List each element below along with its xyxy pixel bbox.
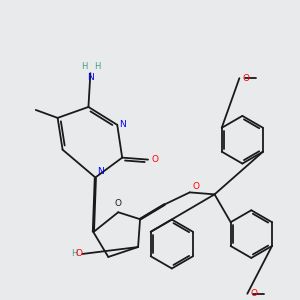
Text: H: H — [71, 250, 77, 259]
Text: O: O — [76, 250, 82, 259]
Text: O: O — [242, 74, 249, 83]
Text: O: O — [152, 155, 159, 164]
Text: H: H — [81, 62, 87, 71]
Text: O: O — [115, 199, 122, 208]
Text: O: O — [192, 182, 199, 191]
Text: O: O — [250, 289, 257, 298]
Text: H: H — [94, 62, 100, 71]
Text: N: N — [87, 73, 94, 82]
Text: N: N — [98, 167, 104, 176]
Text: N: N — [119, 120, 126, 129]
